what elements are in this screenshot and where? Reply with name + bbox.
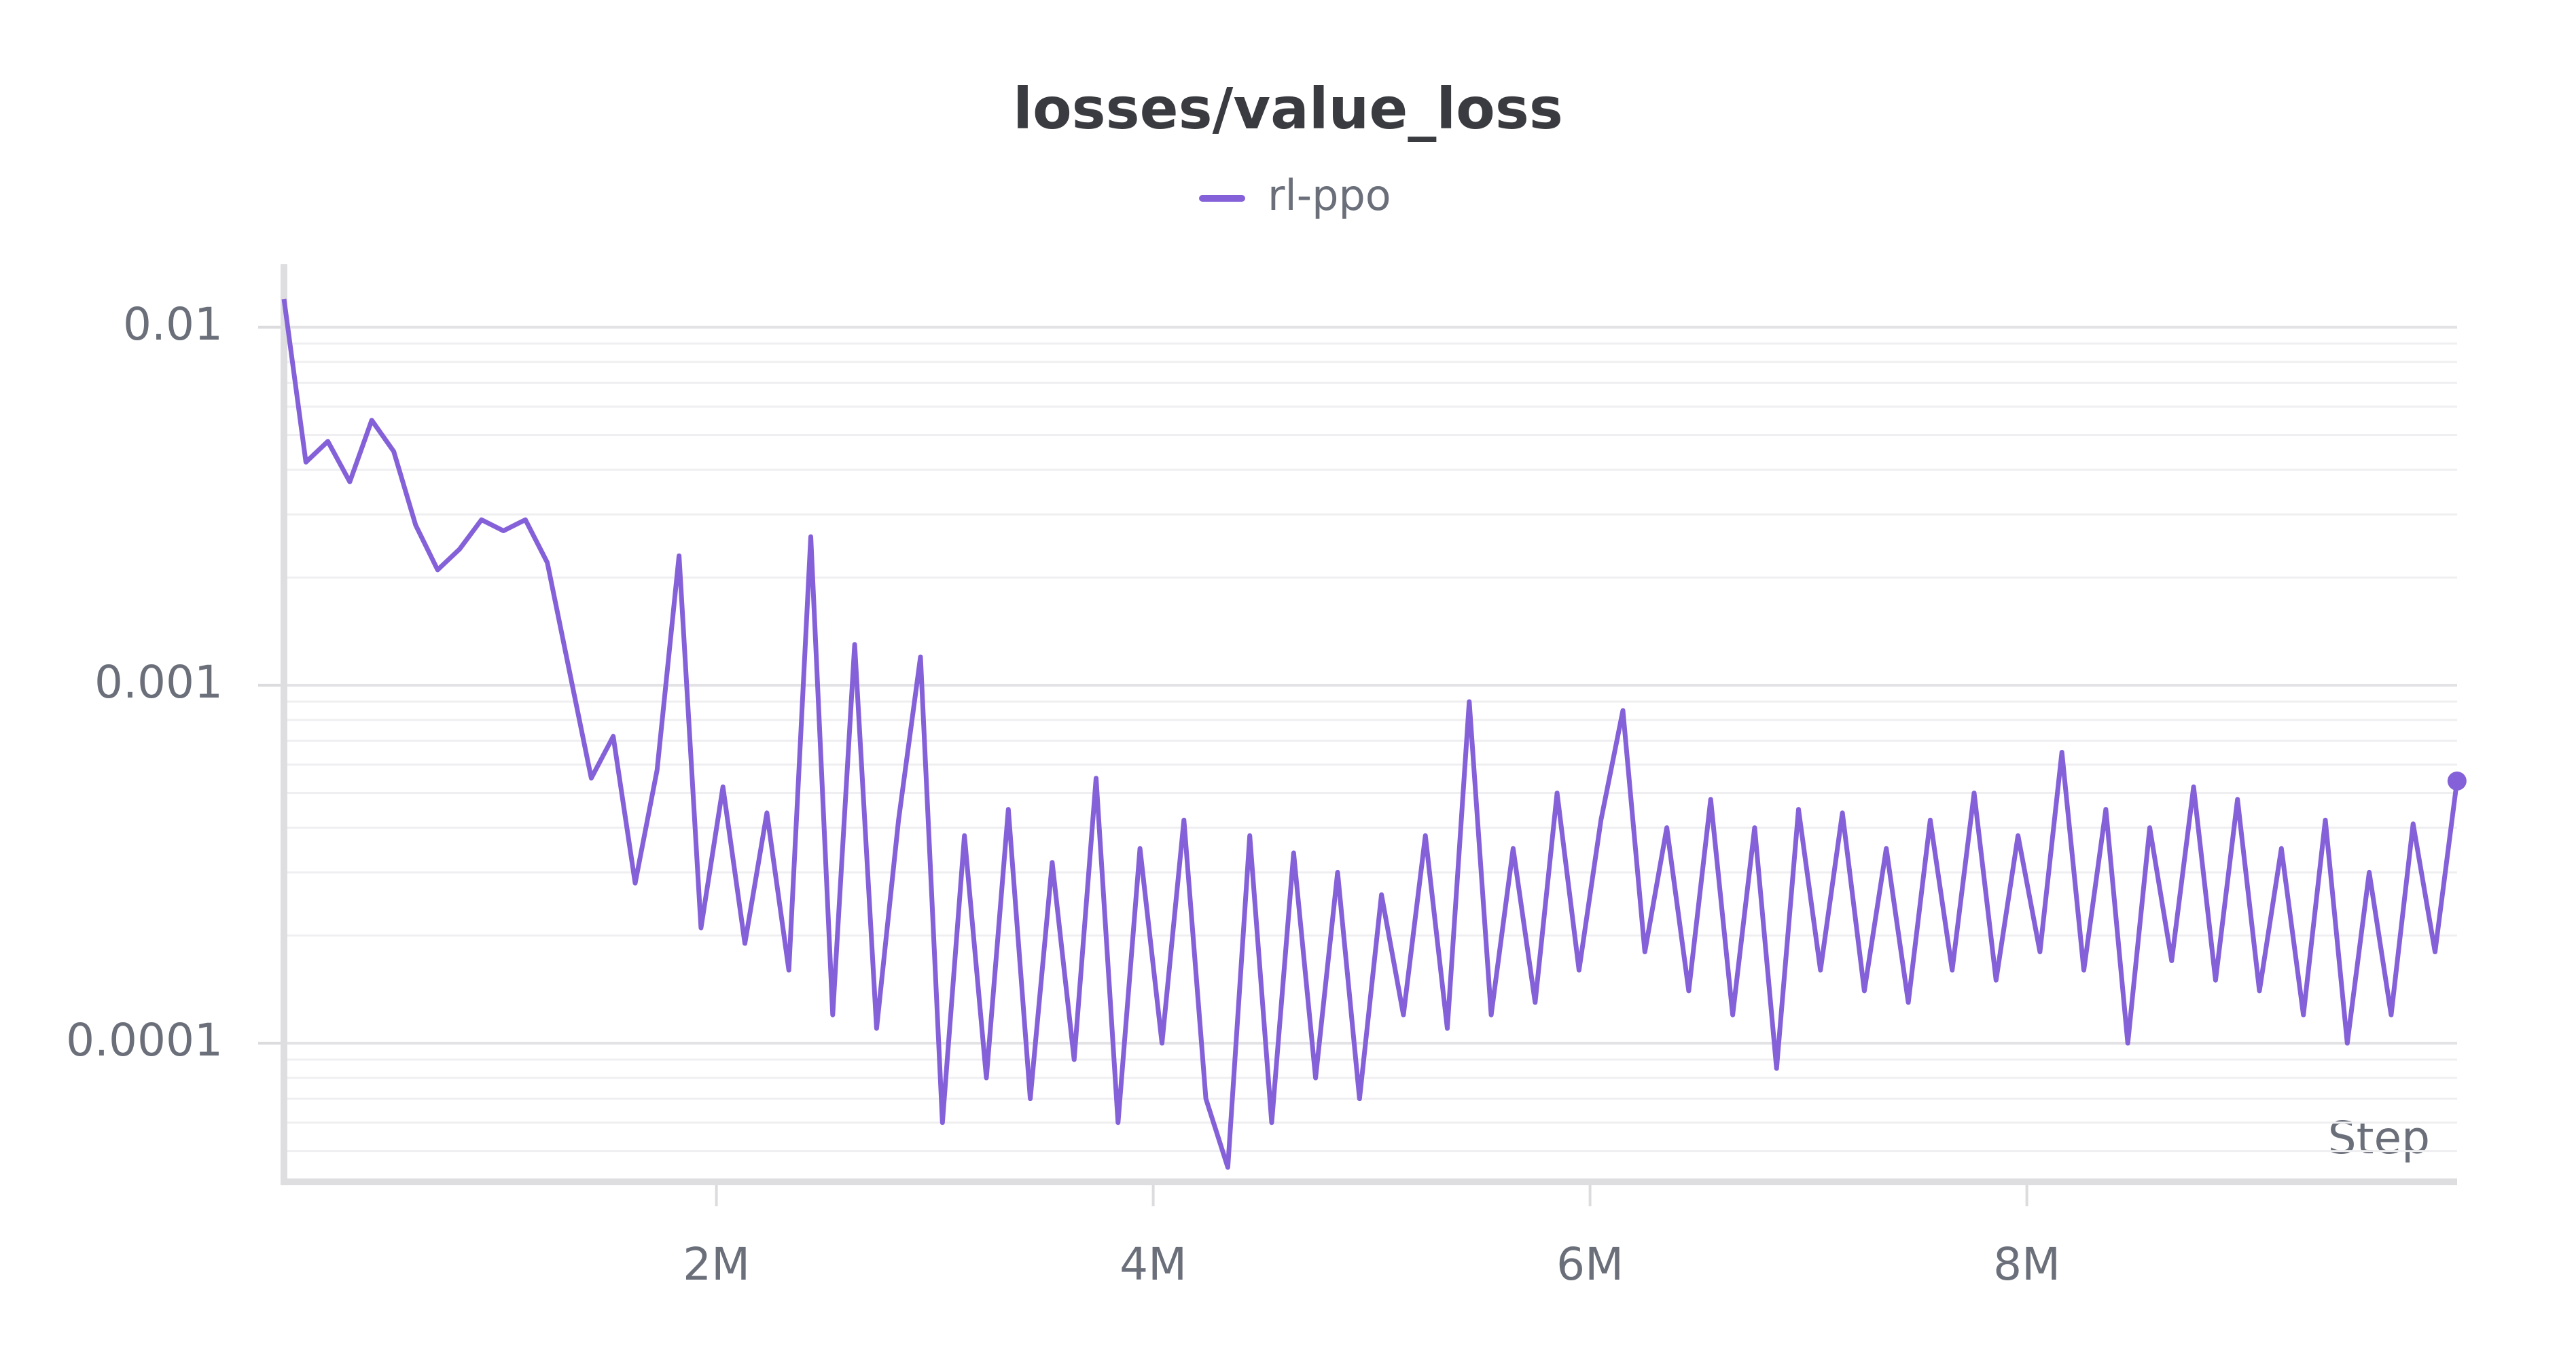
x-tick-label: 6M <box>1556 1238 1624 1291</box>
chart-title: losses/value_loss <box>1013 75 1563 142</box>
x-tick-label: 4M <box>1120 1238 1187 1291</box>
series-end-point <box>2447 771 2467 791</box>
x-axis-label: Step <box>2328 1112 2430 1164</box>
y-tick-label: 0.001 <box>94 656 223 708</box>
series-line <box>281 298 2460 1170</box>
y-tick-label: 0.01 <box>123 298 223 350</box>
x-tick-label: 8M <box>1993 1238 2060 1291</box>
y-tick-label: 0.0001 <box>66 1014 223 1066</box>
legend-label: rl-ppo <box>1268 170 1391 220</box>
x-tick-label: 2M <box>683 1238 750 1291</box>
